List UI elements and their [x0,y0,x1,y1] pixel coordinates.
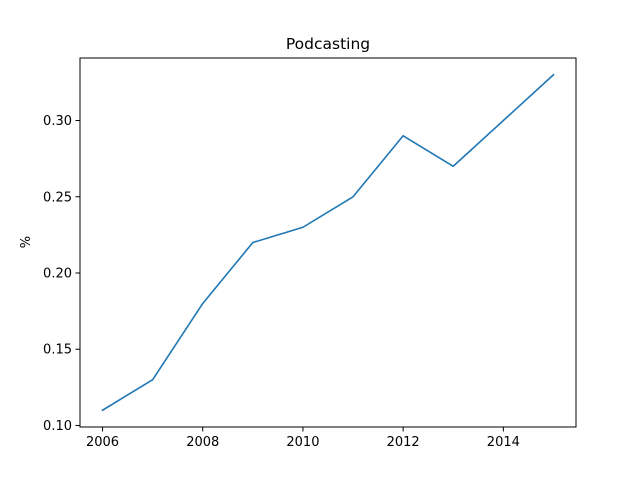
y-tick-label: 0.15 [43,343,72,358]
y-axis-label: % [19,236,34,248]
x-tick-label: 2006 [86,435,119,450]
y-tick-label: 0.10 [43,419,72,434]
chart-title: Podcasting [286,35,370,53]
series-line [103,75,554,410]
x-tick-label: 2014 [487,435,520,450]
series-layer [102,75,553,411]
x-tick-label: 2010 [286,435,319,450]
y-tick-label: 0.30 [43,114,72,129]
x-tick-label: 2008 [186,435,219,450]
axes-ticks: 2006 2008 2010 2012 2014 0.10 0.15 0.20 0.25 0.30 [43,114,520,450]
y-tick-label: 0.25 [43,190,72,205]
plot-area-frame [80,58,576,427]
x-tick-label: 2012 [387,435,420,450]
y-tick-label: 0.20 [43,266,72,281]
